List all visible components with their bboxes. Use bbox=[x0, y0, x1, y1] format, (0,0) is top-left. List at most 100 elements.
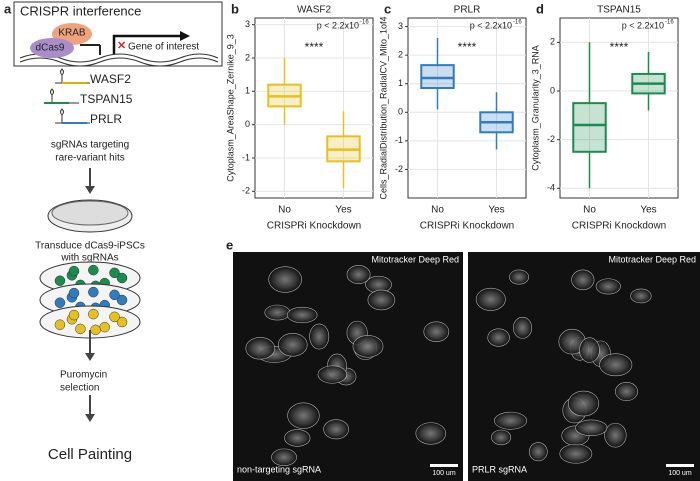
y-tick-label: -1 bbox=[395, 135, 403, 145]
cell bbox=[284, 429, 311, 447]
panel-letter: e bbox=[226, 237, 233, 252]
cell-dot bbox=[116, 294, 128, 306]
y-tick-label: 1 bbox=[398, 78, 403, 88]
cell bbox=[599, 353, 633, 377]
cell bbox=[615, 381, 638, 401]
cell bbox=[352, 335, 384, 358]
step-text: selection bbox=[60, 383, 99, 394]
y-tick-label: 2 bbox=[245, 52, 250, 62]
panel-letter: b bbox=[231, 1, 239, 16]
step-text: with sgRNAs bbox=[60, 253, 118, 264]
panel-letter: d bbox=[536, 1, 544, 16]
y-tick-label: -2 bbox=[547, 134, 555, 144]
scale-bar bbox=[430, 464, 458, 467]
cell bbox=[571, 269, 595, 291]
y-tick-label: 0 bbox=[245, 119, 250, 129]
x-axis-label: CRISPRi Knockdown bbox=[572, 221, 666, 232]
stain-label: Mitotracker Deep Red bbox=[608, 254, 696, 264]
annotation: p < 2.2x10 bbox=[622, 20, 664, 30]
cell bbox=[509, 269, 530, 285]
y-axis-label: Cells_RadialDistribution_RadialCV_Mito_1… bbox=[378, 16, 388, 199]
krab-label: KRAB bbox=[58, 28, 86, 39]
y-tick-label: -2 bbox=[242, 186, 250, 196]
x-tick-label: Yes bbox=[640, 205, 656, 216]
chart-title: TSPAN15 bbox=[597, 5, 641, 16]
cell-dot bbox=[116, 272, 128, 284]
cell bbox=[415, 422, 447, 445]
cell-dot bbox=[68, 309, 80, 321]
cell bbox=[268, 266, 302, 293]
panel-letter: c bbox=[384, 1, 391, 16]
cell bbox=[245, 337, 275, 360]
y-axis-label: Cytoplasm_AreaShape_Zernike_9_3 bbox=[225, 34, 235, 182]
y-axis-label: Cytoplasm_Granularity_3_RNA bbox=[530, 45, 540, 171]
cell bbox=[423, 321, 450, 343]
x-axis-label: CRISPRi Knockdown bbox=[267, 221, 361, 232]
annotation-exponent: -16 bbox=[513, 20, 522, 26]
arrow-head bbox=[180, 31, 190, 41]
y-tick-label: 0 bbox=[550, 85, 555, 95]
dish bbox=[51, 200, 129, 226]
cell-dot bbox=[88, 264, 99, 276]
scale-label: 100 um bbox=[668, 470, 692, 477]
box bbox=[420, 64, 455, 90]
cell-dot bbox=[99, 321, 110, 333]
x-tick-label: No bbox=[583, 205, 596, 216]
cell bbox=[595, 278, 621, 295]
cell bbox=[567, 390, 600, 417]
y-tick-label: -4 bbox=[547, 183, 555, 193]
condition-label: non-targeting sgRNA bbox=[237, 464, 321, 474]
cell bbox=[494, 411, 527, 430]
cell bbox=[559, 443, 593, 464]
cell-dot bbox=[54, 319, 66, 330]
cell-dot bbox=[88, 286, 99, 298]
dish-stack bbox=[39, 261, 141, 339]
cell-dot bbox=[88, 308, 99, 320]
cell bbox=[575, 419, 608, 437]
arrow bbox=[85, 353, 95, 361]
cell bbox=[367, 289, 396, 311]
stain-label: Mitotracker Deep Red bbox=[371, 254, 459, 264]
result: Cell Painting bbox=[48, 446, 132, 463]
cell bbox=[271, 448, 297, 466]
cell bbox=[487, 328, 510, 347]
y-tick-label: 3 bbox=[245, 19, 250, 29]
x-tick-label: No bbox=[431, 205, 444, 216]
guide-label: TSPAN15 bbox=[80, 92, 133, 106]
sgrna bbox=[55, 68, 90, 84]
annotation-exponent: -16 bbox=[665, 20, 674, 26]
dcas9-shape bbox=[30, 38, 74, 58]
cell bbox=[323, 419, 350, 440]
cell-dot bbox=[90, 324, 101, 336]
cell bbox=[346, 265, 371, 285]
annotation: p < 2.2x10 bbox=[317, 20, 359, 30]
cell bbox=[317, 365, 348, 384]
box bbox=[572, 102, 607, 153]
cells bbox=[245, 265, 652, 466]
scale-bar bbox=[666, 464, 694, 467]
chart-title: WASF2 bbox=[297, 5, 332, 16]
sgrna bbox=[44, 88, 79, 104]
panel-letter: a bbox=[4, 1, 12, 16]
cell bbox=[475, 287, 506, 311]
y-tick-label: 2 bbox=[550, 37, 555, 47]
y-tick-label: 1 bbox=[245, 86, 250, 96]
cell-dot bbox=[109, 289, 120, 301]
cell-dot bbox=[54, 275, 66, 286]
cell bbox=[528, 442, 548, 462]
y-tick-label: 3 bbox=[398, 21, 403, 31]
plot-area bbox=[407, 17, 527, 199]
step-text: Transduce dCas9-iPSCs bbox=[35, 241, 145, 252]
y-tick-label: -2 bbox=[395, 164, 403, 174]
cell-dot bbox=[109, 311, 120, 323]
scale-label: 100 um bbox=[432, 470, 456, 477]
significance: **** bbox=[610, 40, 629, 54]
sgrna bbox=[55, 108, 90, 124]
x-tick-label: No bbox=[278, 205, 291, 216]
cell bbox=[604, 422, 627, 448]
x-axis-label: CRISPRi Knockdown bbox=[420, 221, 514, 232]
cell-dot bbox=[68, 287, 80, 299]
cell bbox=[512, 316, 533, 339]
